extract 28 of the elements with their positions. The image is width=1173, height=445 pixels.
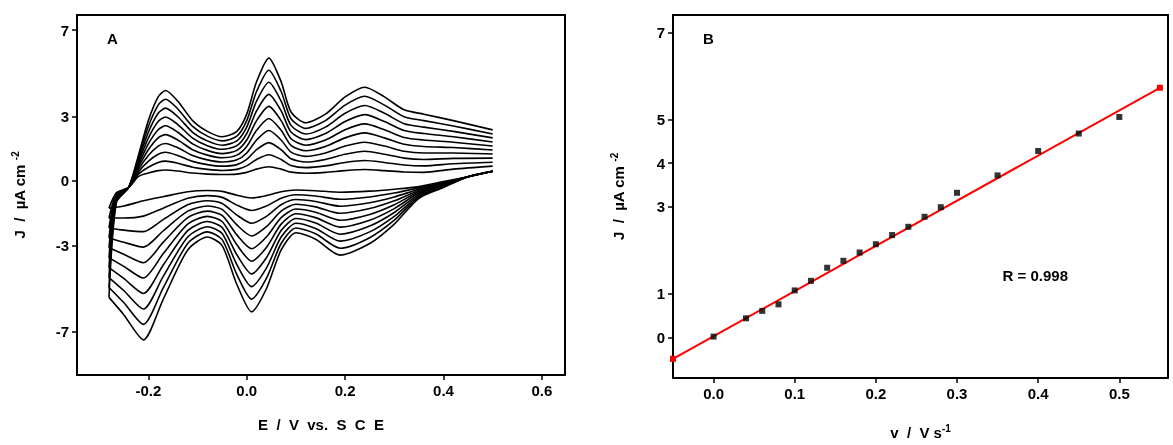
y-tick-label: 3 xyxy=(60,107,69,125)
x-tick-label: 0.2 xyxy=(334,382,356,399)
y-tick-label: 0 xyxy=(656,328,665,346)
x-tick-label: 0.3 xyxy=(946,385,968,402)
annotation: B xyxy=(703,30,714,47)
x-tick-label: 0.5 xyxy=(1108,385,1130,402)
x-tick-label: -0.2 xyxy=(135,382,162,399)
annotation: R = 0.998 xyxy=(1002,267,1068,284)
y-tick-label: -3 xyxy=(55,237,69,255)
x-tick-label: 0.1 xyxy=(784,385,806,402)
y-axis-title: J / µA cm -2 xyxy=(608,152,627,241)
x-tick-label: 0.0 xyxy=(236,382,258,399)
x-tick-label: 0.4 xyxy=(433,382,455,399)
y-tick-label: 7 xyxy=(60,21,69,39)
x-tick-label: 0.2 xyxy=(865,385,887,402)
y-tick-label: 1 xyxy=(656,285,665,303)
x-tick-label: 0.4 xyxy=(1027,385,1050,402)
y-tick-label: 5 xyxy=(656,111,665,129)
y-axis-title: J / µA cm -2 xyxy=(9,150,28,239)
y-tick-label: 4 xyxy=(656,154,666,172)
y-tick-label: -7 xyxy=(55,323,69,341)
x-tick-label: 0.0 xyxy=(703,385,724,402)
y-tick-label: 0 xyxy=(60,172,69,190)
y-tick-label: 7 xyxy=(656,23,665,41)
annotation: A xyxy=(107,30,118,47)
x-axis-title: E / V vs. S C E xyxy=(258,416,384,433)
y-tick-label: 3 xyxy=(656,198,665,216)
x-tick-label: 0.6 xyxy=(531,382,553,399)
